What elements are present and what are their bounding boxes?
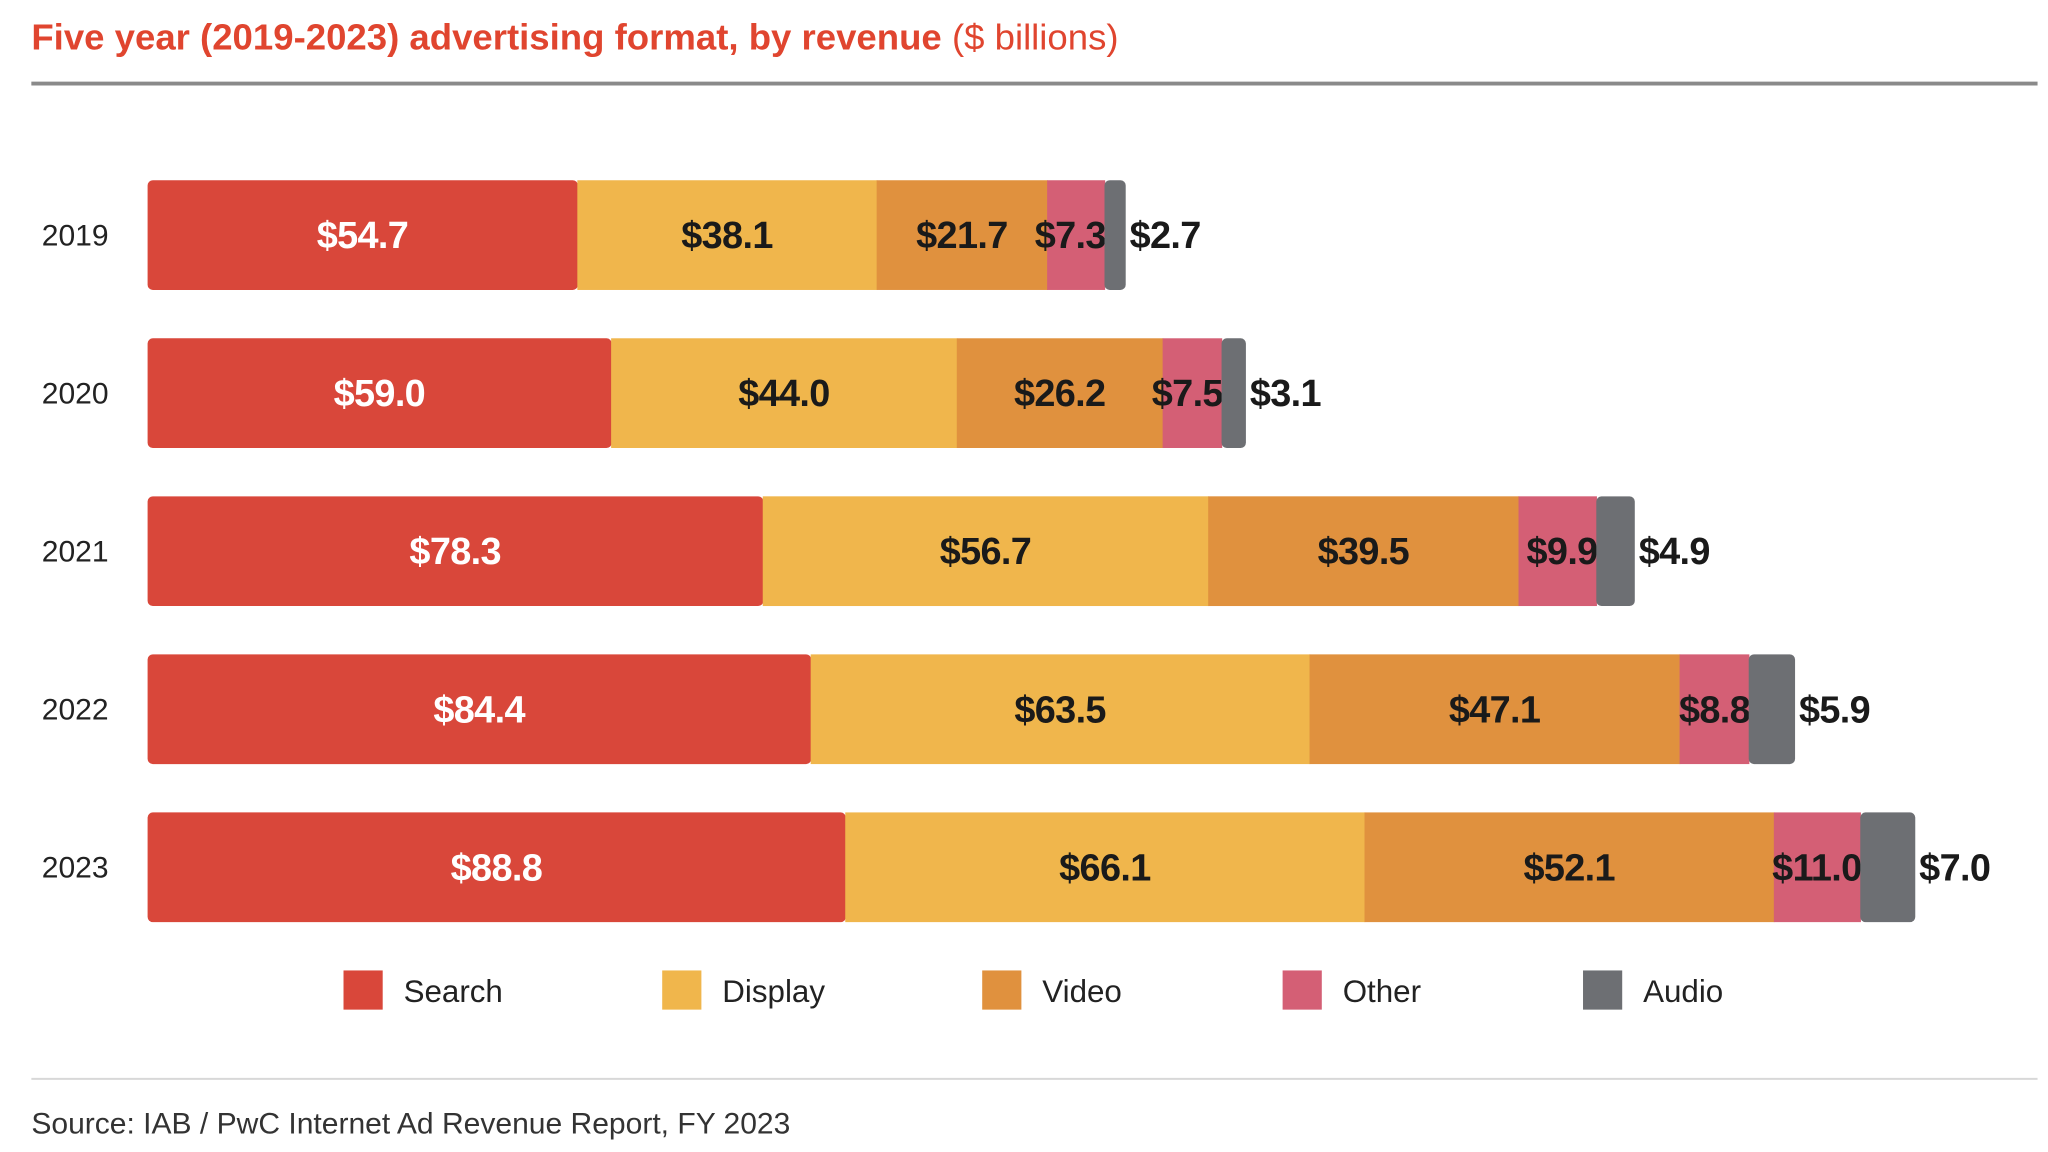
value-label-video: $21.7 xyxy=(916,215,1007,257)
year-label: 2022 xyxy=(42,694,109,727)
value-label-audio: $3.1 xyxy=(1250,373,1321,415)
bar-segment-audio xyxy=(1596,496,1635,607)
bar-segment-other xyxy=(1518,496,1597,607)
bar-segment-audio xyxy=(1104,180,1126,290)
bar-segment-video xyxy=(956,338,1164,448)
chart-title-main: Five year (2019-2023) advertising format… xyxy=(31,17,941,58)
legend-item-video: Video xyxy=(982,970,1122,1010)
bar-segment-other xyxy=(1047,180,1106,290)
bar-segment-video xyxy=(1208,496,1520,607)
chart-title-unit: ($ billions) xyxy=(952,17,1119,58)
value-label-audio: $7.0 xyxy=(1919,847,1990,889)
bar-segment-audio xyxy=(1221,338,1246,448)
legend-item-audio: Audio xyxy=(1583,970,1723,1010)
legend-swatch xyxy=(1583,970,1623,1010)
value-label-audio: $2.7 xyxy=(1130,215,1201,257)
bar-row-2020: 2020 $59.0 $44.0 $26.2 $7.5 $3.1 xyxy=(42,338,1322,448)
legend-label: Video xyxy=(1042,974,1122,1009)
bar-segment-search xyxy=(147,180,578,290)
bar-segment-search xyxy=(147,812,846,923)
year-label: 2020 xyxy=(42,378,109,411)
value-label-display: $66.1 xyxy=(1059,847,1150,889)
bar-segment-display xyxy=(762,496,1209,607)
bar-segment-video xyxy=(876,180,1048,290)
legend-item-display: Display xyxy=(662,970,825,1010)
bar-segment-other xyxy=(1162,338,1223,448)
legend-item-other: Other xyxy=(1282,970,1421,1010)
bar-row-2019: 2019 $54.7 $38.1 $21.7 $7.3 $2.7 xyxy=(42,180,1201,290)
value-label-audio: $5.9 xyxy=(1799,689,1870,731)
value-label-display: $44.0 xyxy=(738,373,829,415)
value-label-search: $78.3 xyxy=(409,531,500,573)
value-label-audio: $4.9 xyxy=(1639,531,1710,573)
bar-segment-video xyxy=(1364,812,1775,923)
legend-item-search: Search xyxy=(343,970,503,1010)
value-label-video: $26.2 xyxy=(1014,373,1105,415)
bar-segment-display xyxy=(611,338,958,448)
bar-segment-audio xyxy=(1748,654,1796,765)
bar-segment-display xyxy=(577,180,878,290)
year-label: 2023 xyxy=(42,852,109,885)
legend-swatch xyxy=(982,970,1022,1010)
value-label-other: $8.8 xyxy=(1679,689,1750,731)
year-label: 2019 xyxy=(42,220,109,253)
legend-label: Search xyxy=(404,974,503,1009)
value-label-video: $52.1 xyxy=(1523,847,1614,889)
value-label-display: $63.5 xyxy=(1014,689,1105,731)
bar-row-2022: 2022 $84.4 $63.5 $47.1 $8.8 $5.9 xyxy=(42,654,1871,765)
value-label-search: $88.8 xyxy=(451,847,542,889)
bar-segment-search xyxy=(147,338,612,448)
legend-swatch xyxy=(662,970,702,1010)
chart-title: Five year (2019-2023) advertising format… xyxy=(31,17,1118,58)
bar-segment-search xyxy=(147,654,812,765)
value-label-other: $11.0 xyxy=(1772,847,1861,889)
legend-label: Audio xyxy=(1643,974,1723,1009)
year-label: 2021 xyxy=(42,536,109,569)
value-label-search: $84.4 xyxy=(433,689,525,731)
bars: 2019 $54.7 $38.1 $21.7 $7.3 $2.7 2020 $59.0 $44.… xyxy=(42,180,1991,923)
bar-row-2021: 2021 $78.3 $56.7 $39.5 $9.9 $4.9 xyxy=(42,496,1710,607)
legend-label: Display xyxy=(722,974,825,1009)
legend-swatch xyxy=(1282,970,1322,1010)
value-label-video: $47.1 xyxy=(1449,689,1540,731)
value-label-display: $56.7 xyxy=(940,531,1031,573)
legend-label: Other xyxy=(1343,974,1421,1009)
bar-segment-other xyxy=(1679,654,1750,765)
value-label-other: $7.5 xyxy=(1152,373,1223,415)
value-label-display: $38.1 xyxy=(681,215,772,257)
value-label-other: $9.9 xyxy=(1527,531,1598,573)
value-label-search: $59.0 xyxy=(334,373,425,415)
legend-swatch xyxy=(343,970,383,1010)
bar-row-2023: 2023 $88.8 $66.1 $52.1 $11.0 $7.0 xyxy=(42,812,1991,923)
value-label-video: $39.5 xyxy=(1318,531,1409,573)
bar-segment-display xyxy=(845,812,1366,923)
bar-segment-other xyxy=(1773,812,1861,923)
value-label-other: $7.3 xyxy=(1035,215,1106,257)
legend: Search Display Video Other Audio xyxy=(343,970,1723,1010)
source-note: Source: IAB / PwC Internet Ad Revenue Re… xyxy=(31,1108,790,1141)
bar-segment-video xyxy=(1309,654,1681,765)
bar-segment-audio xyxy=(1860,812,1916,923)
value-label-search: $54.7 xyxy=(317,215,408,257)
bar-segment-display xyxy=(810,654,1311,765)
bar-segment-search xyxy=(147,496,764,607)
